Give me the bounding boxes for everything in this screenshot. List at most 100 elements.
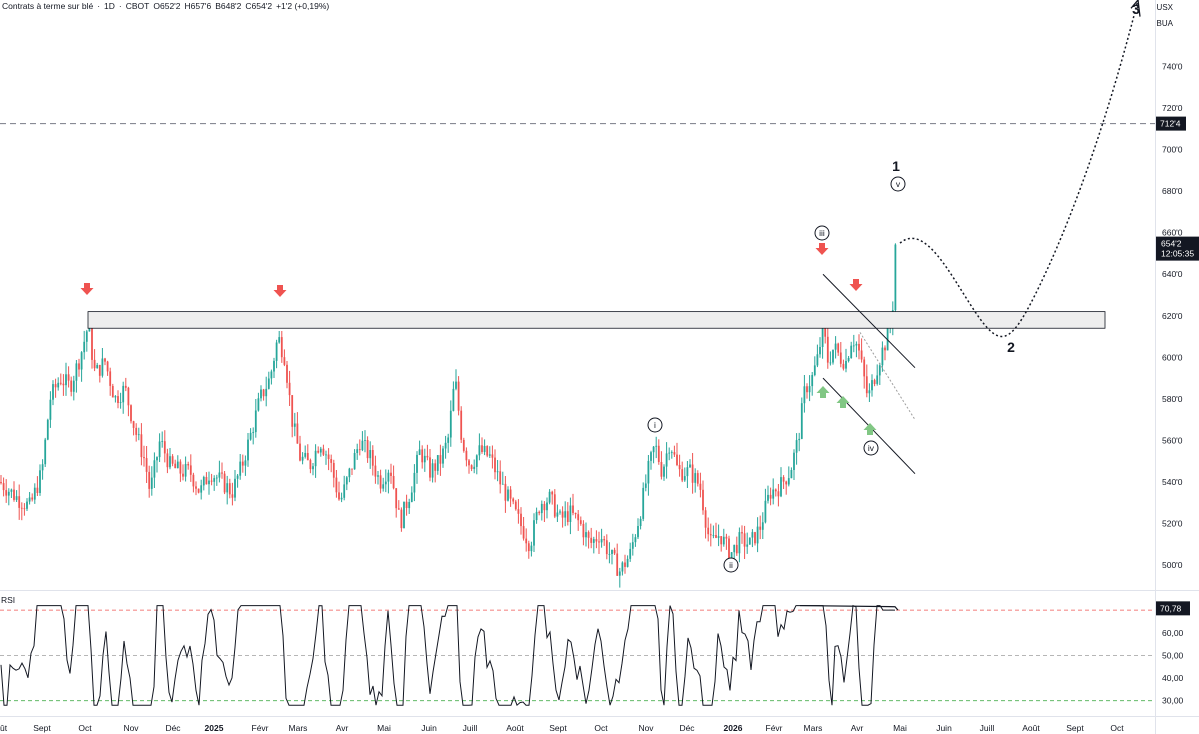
candle bbox=[436, 455, 439, 475]
candle-body bbox=[312, 466, 314, 470]
candle bbox=[512, 497, 515, 505]
candle bbox=[249, 428, 252, 441]
candle bbox=[548, 489, 551, 505]
candle-body bbox=[67, 374, 70, 381]
candle bbox=[860, 338, 863, 363]
candle bbox=[291, 395, 294, 438]
candle bbox=[850, 341, 853, 359]
candle bbox=[678, 454, 681, 477]
candle bbox=[65, 362, 67, 396]
candle-body bbox=[327, 454, 330, 459]
candle bbox=[109, 367, 112, 396]
candle bbox=[262, 388, 265, 401]
candle-body bbox=[374, 465, 377, 477]
interval-label[interactable]: 1D bbox=[104, 1, 115, 11]
candle bbox=[494, 449, 496, 480]
symbol-title[interactable]: Contrats à terme sur blé bbox=[2, 1, 94, 11]
candle bbox=[426, 444, 429, 461]
candle-body bbox=[494, 457, 496, 473]
candle bbox=[156, 456, 158, 473]
wave-label-ii: ii bbox=[729, 560, 733, 570]
candle bbox=[137, 427, 140, 441]
candle-body bbox=[369, 450, 372, 459]
candle-body bbox=[608, 554, 611, 555]
candle bbox=[647, 455, 650, 496]
candle bbox=[2, 477, 5, 497]
candle-body bbox=[353, 453, 356, 470]
candle bbox=[57, 377, 60, 391]
candle-body bbox=[650, 452, 652, 461]
candle bbox=[265, 376, 268, 407]
bar-countdown: 12:05:35 bbox=[1161, 249, 1194, 259]
wave-label-iv: iv bbox=[868, 443, 875, 453]
price-tick-label: 740'0 bbox=[1162, 61, 1183, 71]
candle bbox=[135, 423, 138, 442]
candle-body bbox=[54, 384, 57, 388]
time-tick-label: Nov bbox=[123, 723, 139, 733]
time-tick-label: Févr bbox=[252, 723, 269, 733]
projection-arrowhead bbox=[1130, 0, 1141, 17]
candle-body bbox=[397, 508, 400, 510]
candle-body bbox=[59, 382, 62, 384]
candle bbox=[813, 356, 816, 377]
candle-body bbox=[590, 537, 593, 543]
candle-body bbox=[839, 352, 842, 364]
candle-body bbox=[793, 452, 795, 470]
time-tick-label: Avr bbox=[336, 723, 349, 733]
last-price-tag bbox=[1156, 236, 1199, 261]
currency-tag[interactable]: USX bbox=[1156, 3, 1173, 12]
candle bbox=[114, 395, 117, 403]
candle-body bbox=[538, 511, 541, 514]
candle bbox=[546, 497, 548, 519]
candle-body bbox=[465, 450, 468, 461]
candle bbox=[273, 357, 275, 378]
candle-body bbox=[696, 473, 699, 484]
candle bbox=[665, 442, 668, 479]
candle-body bbox=[33, 487, 36, 500]
candle bbox=[413, 464, 416, 502]
candle-body bbox=[343, 484, 346, 498]
candle bbox=[119, 392, 122, 409]
candle-body bbox=[452, 388, 455, 411]
candle bbox=[767, 485, 769, 504]
candle-body bbox=[345, 477, 348, 485]
candle-body bbox=[782, 477, 785, 482]
candle-body bbox=[174, 463, 177, 469]
candle bbox=[52, 380, 54, 406]
candle-body bbox=[821, 321, 824, 347]
candle bbox=[650, 450, 652, 470]
candle bbox=[340, 492, 343, 503]
candle bbox=[158, 433, 161, 462]
candle bbox=[267, 371, 270, 390]
candle-body bbox=[603, 539, 606, 541]
candle bbox=[808, 375, 811, 402]
candle-body bbox=[221, 472, 223, 474]
candle bbox=[80, 351, 83, 382]
candle bbox=[509, 486, 512, 507]
candle bbox=[423, 448, 426, 472]
candle-body bbox=[837, 343, 840, 353]
candle bbox=[787, 466, 790, 487]
candle bbox=[842, 359, 845, 371]
candle-body bbox=[252, 432, 255, 433]
candle-body bbox=[114, 396, 117, 398]
exchange-label: CBOT bbox=[125, 1, 150, 11]
account-tag[interactable]: BUA bbox=[1156, 19, 1173, 28]
candle bbox=[618, 567, 621, 588]
candle bbox=[210, 473, 213, 486]
candle bbox=[161, 431, 164, 448]
candle bbox=[722, 528, 725, 547]
candle bbox=[868, 383, 871, 402]
candle bbox=[507, 486, 509, 502]
candle-body bbox=[278, 337, 281, 343]
wave-label-circle bbox=[863, 440, 879, 456]
candle-body bbox=[621, 562, 624, 572]
candle bbox=[395, 488, 398, 518]
candle-body bbox=[413, 472, 416, 493]
candle-body bbox=[395, 488, 398, 509]
candle bbox=[130, 404, 132, 424]
candle bbox=[327, 448, 330, 471]
candle-body bbox=[678, 465, 681, 470]
candle bbox=[876, 364, 879, 386]
